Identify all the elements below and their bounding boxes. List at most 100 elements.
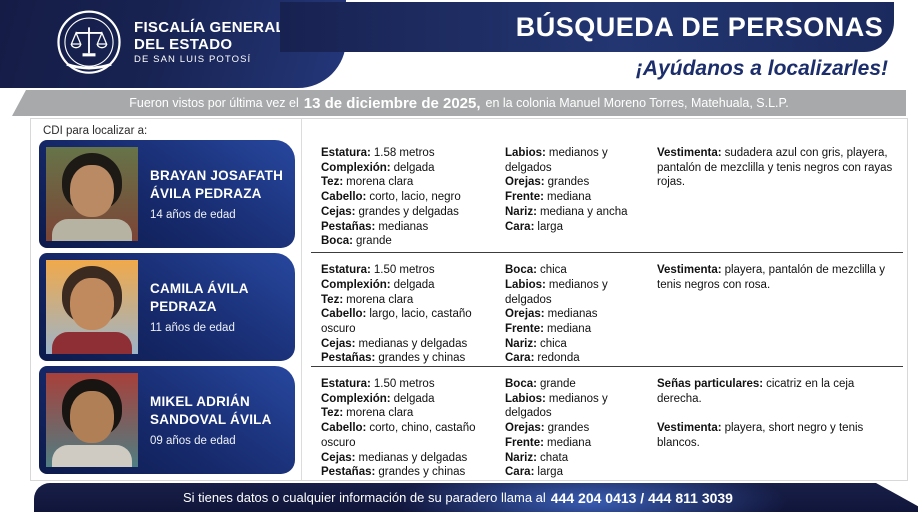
attribute-label: Nariz: bbox=[505, 451, 537, 464]
page-subtitle: ¡Ayúdanos a localizarles! bbox=[635, 57, 888, 80]
attribute-label: Frente: bbox=[505, 436, 544, 449]
attribute-label: Pestañas: bbox=[321, 466, 376, 479]
attribute: Nariz: chata bbox=[505, 451, 647, 466]
attribute-value: redonda bbox=[537, 352, 580, 365]
person-meta: BRAYAN JOSAFATH ÁVILA PEDRAZA 14 años de… bbox=[150, 167, 288, 221]
attribute-value: larga bbox=[537, 466, 563, 479]
page-title: BÚSQUEDA DE PERSONAS bbox=[515, 11, 884, 42]
attribute-value: morena clara bbox=[346, 293, 414, 306]
agency-line3: DE SAN LUIS POTOSÍ bbox=[134, 53, 252, 65]
attribute: Vestimenta: playera, pantalón de mezclill… bbox=[657, 263, 893, 292]
attribute-label: Cejas: bbox=[321, 451, 356, 464]
attr-column: Boca: chica Labios: medianos y delgados Orej… bbox=[505, 263, 657, 366]
attribute: Orejas: grandes bbox=[505, 421, 647, 436]
person-age: 09 años de edad bbox=[150, 435, 236, 448]
person-name: BRAYAN JOSAFATH ÁVILA PEDRAZA bbox=[150, 167, 284, 201]
attribute-value: 1.50 metros bbox=[373, 264, 435, 277]
attribute-label: Nariz: bbox=[505, 337, 537, 350]
attribute: Nariz: chica bbox=[505, 337, 647, 352]
attribute-label: Estatura: bbox=[321, 378, 371, 391]
attribute-value: mediana y ancha bbox=[539, 205, 628, 218]
attribute: Boca: grande bbox=[321, 234, 495, 249]
attribute: Tez: morena clara bbox=[321, 293, 495, 308]
attribute-value: medianas bbox=[378, 220, 429, 233]
photo-face bbox=[70, 278, 114, 330]
attribute: Orejas: medianas bbox=[505, 307, 647, 322]
attribute: Cabello: corto, chino, castaño oscuro bbox=[321, 421, 495, 450]
attribute-value: morena clara bbox=[346, 176, 414, 189]
attribute-value: mediana bbox=[546, 322, 592, 335]
person-rows: Estatura: 1.58 metros Complexión: delgada Te… bbox=[311, 141, 903, 480]
attribute: Cara: larga bbox=[505, 220, 647, 235]
person-photo bbox=[46, 147, 138, 241]
attribute-value: mediana bbox=[546, 191, 592, 204]
attribute-label: Tez: bbox=[321, 293, 344, 306]
attribute-label: Orejas: bbox=[505, 308, 545, 321]
attribute-value: medianos y delgados bbox=[505, 147, 608, 174]
attribute: Frente: mediana bbox=[505, 436, 647, 451]
contact-text: Si tienes datos o cualquier información … bbox=[183, 490, 546, 505]
contact-phones: 444 204 0413 / 444 811 3039 bbox=[550, 489, 733, 506]
attribute-label: Labios: bbox=[505, 392, 546, 405]
attribute: Cara: redonda bbox=[505, 351, 647, 366]
person-card: MIKEL ADRIÁN SANDOVAL ÁVILA 09 años de e… bbox=[39, 366, 295, 474]
attr-column: Estatura: 1.58 metros Complexión: delgada Te… bbox=[321, 146, 505, 252]
attribute-label: Pestañas: bbox=[321, 352, 376, 365]
attr-column: Estatura: 1.50 metros Complexión: delgada Te… bbox=[321, 377, 505, 480]
attribute-label: Vestimenta: bbox=[657, 147, 722, 159]
attribute-value: 1.50 metros bbox=[373, 378, 435, 391]
attribute: Cabello: corto, lacio, negro bbox=[321, 190, 495, 205]
main-panel: CDI para localizar a: BRAYAN JOSAFATH ÁV… bbox=[30, 118, 908, 481]
attribute: Boca: chica bbox=[505, 263, 647, 278]
attribute: Cabello: largo, lacio, castaño oscuro bbox=[321, 307, 495, 336]
attribute: Vestimenta: sudadera azul con gris, playe… bbox=[657, 146, 893, 190]
attribute-label: Pestañas: bbox=[321, 220, 376, 233]
attribute-label: Cara: bbox=[505, 220, 535, 233]
attribute-value: delgada bbox=[393, 161, 435, 174]
fiscalia-seal-icon bbox=[57, 10, 121, 74]
attribute-label: Complexión: bbox=[321, 278, 391, 291]
agency-line1: FISCALÍA GENERAL bbox=[134, 19, 285, 36]
attribute-value: corto, lacio, negro bbox=[369, 191, 461, 204]
attribute-value: chata bbox=[539, 451, 569, 464]
attribute-label: Boca: bbox=[321, 235, 353, 248]
attribute-label: Boca: bbox=[505, 378, 537, 391]
attribute-value: playera, pantalón de mezclilla y tenis n… bbox=[657, 264, 886, 291]
attribute-label: Cabello: bbox=[321, 308, 367, 321]
person-attributes-row: Estatura: 1.50 metros Complexión: delgada Te… bbox=[311, 252, 903, 366]
photo-face bbox=[70, 165, 114, 217]
attribute-label: Cejas: bbox=[321, 337, 356, 350]
attribute: Orejas: grandes bbox=[505, 175, 647, 190]
attribute: Labios: medianos y delgados bbox=[505, 146, 647, 175]
attribute-label: Cara: bbox=[505, 466, 535, 479]
attribute-label: Boca: bbox=[505, 264, 537, 277]
attribute: Complexión: delgada bbox=[321, 392, 495, 407]
attribute: Pestañas: grandes y chinas bbox=[321, 351, 495, 366]
attribute-value: grandes y chinas bbox=[378, 466, 466, 479]
attribute-label: Vestimenta: bbox=[657, 264, 722, 277]
cdi-label: CDI para localizar a: bbox=[43, 125, 148, 137]
attribute-label: Labios: bbox=[505, 278, 546, 291]
attribute-value: corto, chino, castaño oscuro bbox=[321, 422, 476, 449]
attribute-value: larga bbox=[537, 220, 563, 233]
vertical-divider bbox=[301, 119, 302, 480]
attribute-value: grandes y delgadas bbox=[358, 205, 459, 218]
attribute-label: Orejas: bbox=[505, 422, 545, 435]
person-attributes-row: Estatura: 1.50 metros Complexión: delgada Te… bbox=[311, 366, 903, 480]
attribute: Tez: morena clara bbox=[321, 406, 495, 421]
attribute-value: chica bbox=[539, 337, 567, 350]
attribute-value: playera, short negro y tenis blancos. bbox=[657, 422, 864, 450]
attribute-label: Nariz: bbox=[505, 205, 537, 218]
attribute: Pestañas: medianas bbox=[321, 220, 495, 235]
attribute: Nariz: mediana y ancha bbox=[505, 205, 647, 220]
attribute-label: Cara: bbox=[505, 352, 535, 365]
attribute: Cara: larga bbox=[505, 465, 647, 480]
photo-face bbox=[70, 391, 114, 443]
attribute-label: Tez: bbox=[321, 407, 344, 420]
attr-column: Labios: medianos y delgados Orejas: grandes… bbox=[505, 146, 657, 252]
attribute-label: Estatura: bbox=[321, 147, 371, 159]
attribute: Estatura: 1.50 metros bbox=[321, 377, 495, 392]
last-seen-bar: Fueron vistos por última vez el 13 de di… bbox=[12, 90, 906, 116]
last-seen-location: en la colonia Manuel Moreno Torres, Mate… bbox=[485, 96, 789, 110]
person-meta: CAMILA ÁVILA PEDRAZA 11 años de edad bbox=[150, 280, 288, 334]
